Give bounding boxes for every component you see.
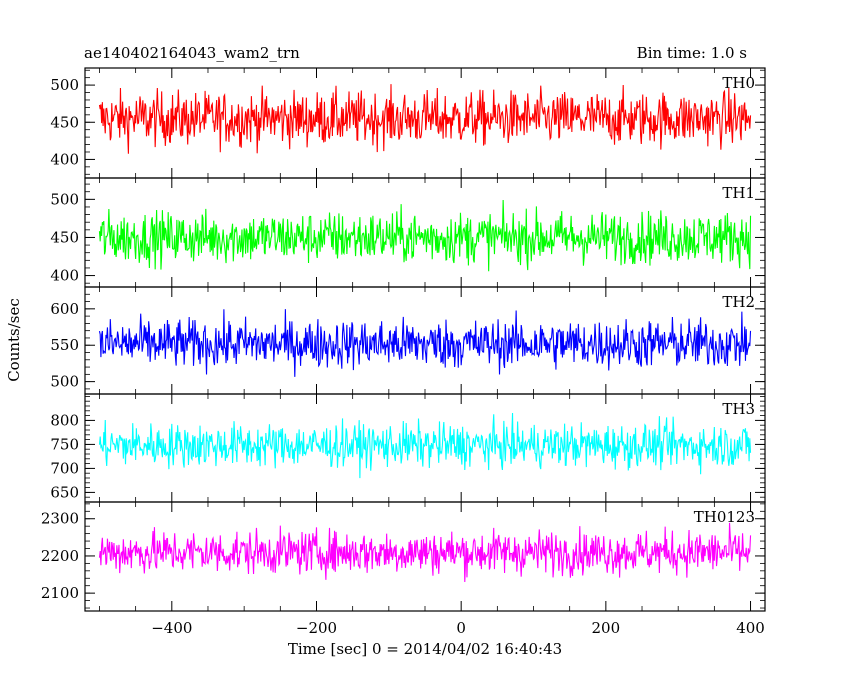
series-line-th1 xyxy=(98,199,752,272)
y-tick-label: 450 xyxy=(50,113,79,131)
series-line-th2 xyxy=(98,309,752,377)
series-line-th0 xyxy=(98,84,752,154)
y-tick-label: 400 xyxy=(50,150,79,168)
y-tick-label: 500 xyxy=(50,76,79,94)
y-tick-label: 650 xyxy=(50,483,79,501)
panel-label-th0: TH0 xyxy=(722,74,755,92)
y-tick-label: 400 xyxy=(50,267,79,285)
x-tick-label: −200 xyxy=(296,619,337,637)
x-tick-label: −400 xyxy=(151,619,192,637)
x-tick-label: 0 xyxy=(456,619,466,637)
series-line-th0123 xyxy=(98,522,752,582)
plot-title: ae140402164043_wam2_trn xyxy=(84,44,300,62)
panel-label-th0123: TH0123 xyxy=(694,508,755,526)
panel-label-th3: TH3 xyxy=(722,400,755,418)
x-axis-label: Time [sec] 0 = 2014/04/02 16:40:43 xyxy=(287,640,563,658)
y-tick-label: 600 xyxy=(50,300,79,318)
y-tick-label: 500 xyxy=(50,190,79,208)
y-tick-label: 2300 xyxy=(41,510,79,528)
bin-time-label: Bin time: 1.0 s xyxy=(636,44,747,62)
panel-label-th2: TH2 xyxy=(722,293,755,311)
y-tick-label: 500 xyxy=(50,373,79,391)
y-tick-label: 2100 xyxy=(41,584,79,602)
x-tick-label: 400 xyxy=(736,619,765,637)
y-tick-label: 450 xyxy=(50,228,79,246)
panel-label-th1: TH1 xyxy=(722,184,755,202)
y-tick-label: 550 xyxy=(50,336,79,354)
y-tick-label: 800 xyxy=(50,411,79,429)
x-tick-label: 200 xyxy=(592,619,621,637)
series-line-th3 xyxy=(98,412,752,479)
y-tick-label: 750 xyxy=(50,435,79,453)
y-tick-label: 2200 xyxy=(41,547,79,565)
y-tick-label: 700 xyxy=(50,459,79,477)
